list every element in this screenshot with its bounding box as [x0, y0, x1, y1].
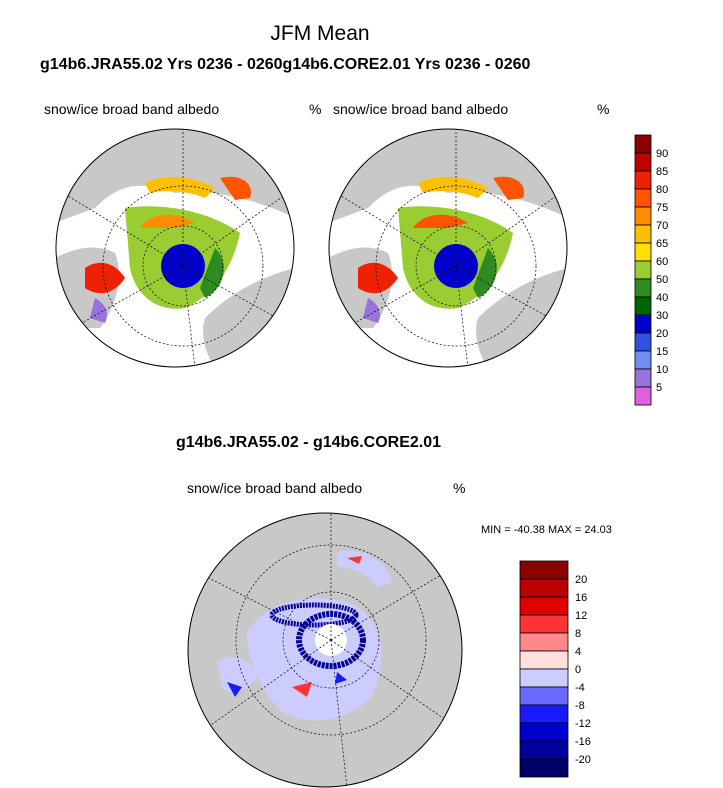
difference-colorbar-swatch: [519, 650, 569, 670]
difference-colorbar-tick-label: -4: [575, 682, 585, 694]
albedo-colorbar-tick-label: 85: [656, 166, 668, 178]
albedo-colorbar-tick-label: 60: [656, 256, 668, 268]
difference-colorbar: 20 16 12 8 4 0 -4 -8 -12 -16 -20: [519, 560, 591, 778]
albedo-colorbar-swatch: [634, 152, 652, 172]
right-units-label: %: [597, 101, 610, 117]
difference-colorbar-swatch: [519, 686, 569, 706]
difference-colorbar-swatch: [519, 632, 569, 652]
left-units-label: %: [309, 101, 322, 117]
albedo-colorbar: 90 85 80 75 70 65 60 50 40 30 20 15 10 5: [634, 134, 668, 406]
difference-colorbar-tick-label: 4: [575, 646, 581, 658]
albedo-colorbar-tick-label: 15: [656, 346, 668, 358]
difference-colorbar-swatch: [519, 614, 569, 634]
difference-colorbar-tick-label: -12: [575, 718, 591, 730]
page-title: JFM Mean: [270, 22, 370, 45]
albedo-colorbar-swatch: [634, 296, 652, 316]
albedo-colorbar-tick-label: 90: [656, 148, 668, 160]
difference-colorbar-swatch: [519, 668, 569, 688]
albedo-colorbar-swatch: [634, 242, 652, 262]
albedo-colorbar-tick-label: 80: [656, 184, 668, 196]
difference-colorbar-tick-label: -16: [575, 736, 591, 748]
difference-colorbar-swatch: [519, 578, 569, 598]
albedo-colorbar-swatch: [634, 332, 652, 352]
albedo-colorbar-tick-label: 30: [656, 310, 668, 322]
albedo-colorbar-tick-label: 75: [656, 202, 668, 214]
albedo-colorbar-swatch: [634, 188, 652, 208]
difference-colorbar-tick-label: -20: [575, 754, 591, 766]
difference-colorbar-tick-label: -8: [575, 700, 585, 712]
albedo-colorbar-swatch: [634, 170, 652, 190]
difference-colorbar-tick-label: 12: [575, 610, 587, 622]
albedo-colorbar-swatch: [634, 134, 652, 154]
land-north: [56, 129, 294, 223]
min-max-readout: MIN = -40.38 MAX = 24.03: [481, 524, 612, 536]
albedo-colorbar-tick-label: 70: [656, 220, 668, 232]
right-polar-map: [328, 128, 568, 368]
diff-units-label: %: [453, 480, 466, 496]
difference-colorbar-tick-label: 0: [575, 664, 581, 676]
right-variable-label: snow/ice broad band albedo: [333, 101, 509, 117]
albedo-colorbar-tick-label: 5: [656, 382, 662, 394]
difference-title: g14b6.JRA55.02 - g14b6.CORE2.01: [176, 434, 442, 451]
albedo-colorbar-swatch: [634, 260, 652, 280]
difference-colorbar-tick-label: 16: [575, 592, 587, 604]
albedo-colorbar-swatch: [634, 224, 652, 244]
difference-polar-map: [187, 512, 463, 788]
left-variable-label: snow/ice broad band albedo: [44, 101, 220, 117]
left-polar-map: [55, 128, 295, 368]
albedo-colorbar-tick-label: 40: [656, 292, 668, 304]
albedo-colorbar-swatch: [634, 206, 652, 226]
difference-colorbar-swatch: [519, 560, 569, 580]
difference-colorbar-swatch: [519, 722, 569, 742]
difference-colorbar-swatch: [519, 758, 569, 778]
difference-colorbar-swatch: [519, 596, 569, 616]
albedo-colorbar-tick-label: 10: [656, 364, 668, 376]
albedo-colorbar-tick-label: 50: [656, 274, 668, 286]
albedo-colorbar-swatch: [634, 278, 652, 298]
difference-colorbar-swatch: [519, 740, 569, 760]
albedo-colorbar-swatch: [634, 386, 652, 406]
difference-colorbar-swatch: [519, 704, 569, 724]
diff-variable-label: snow/ice broad band albedo: [187, 480, 363, 496]
albedo-colorbar-tick-label: 20: [656, 328, 668, 340]
difference-colorbar-tick-label: 8: [575, 628, 581, 640]
albedo-colorbar-tick-label: 65: [656, 238, 668, 250]
albedo-colorbar-swatch: [634, 350, 652, 370]
graticule: [56, 129, 294, 367]
experiment-heading: g14b6.JRA55.02 Yrs 0236 - 0260g14b6.CORE…: [40, 56, 531, 73]
albedo-colorbar-swatch: [634, 368, 652, 388]
albedo-colorbar-swatch: [634, 314, 652, 334]
difference-colorbar-tick-label: 20: [575, 574, 587, 586]
